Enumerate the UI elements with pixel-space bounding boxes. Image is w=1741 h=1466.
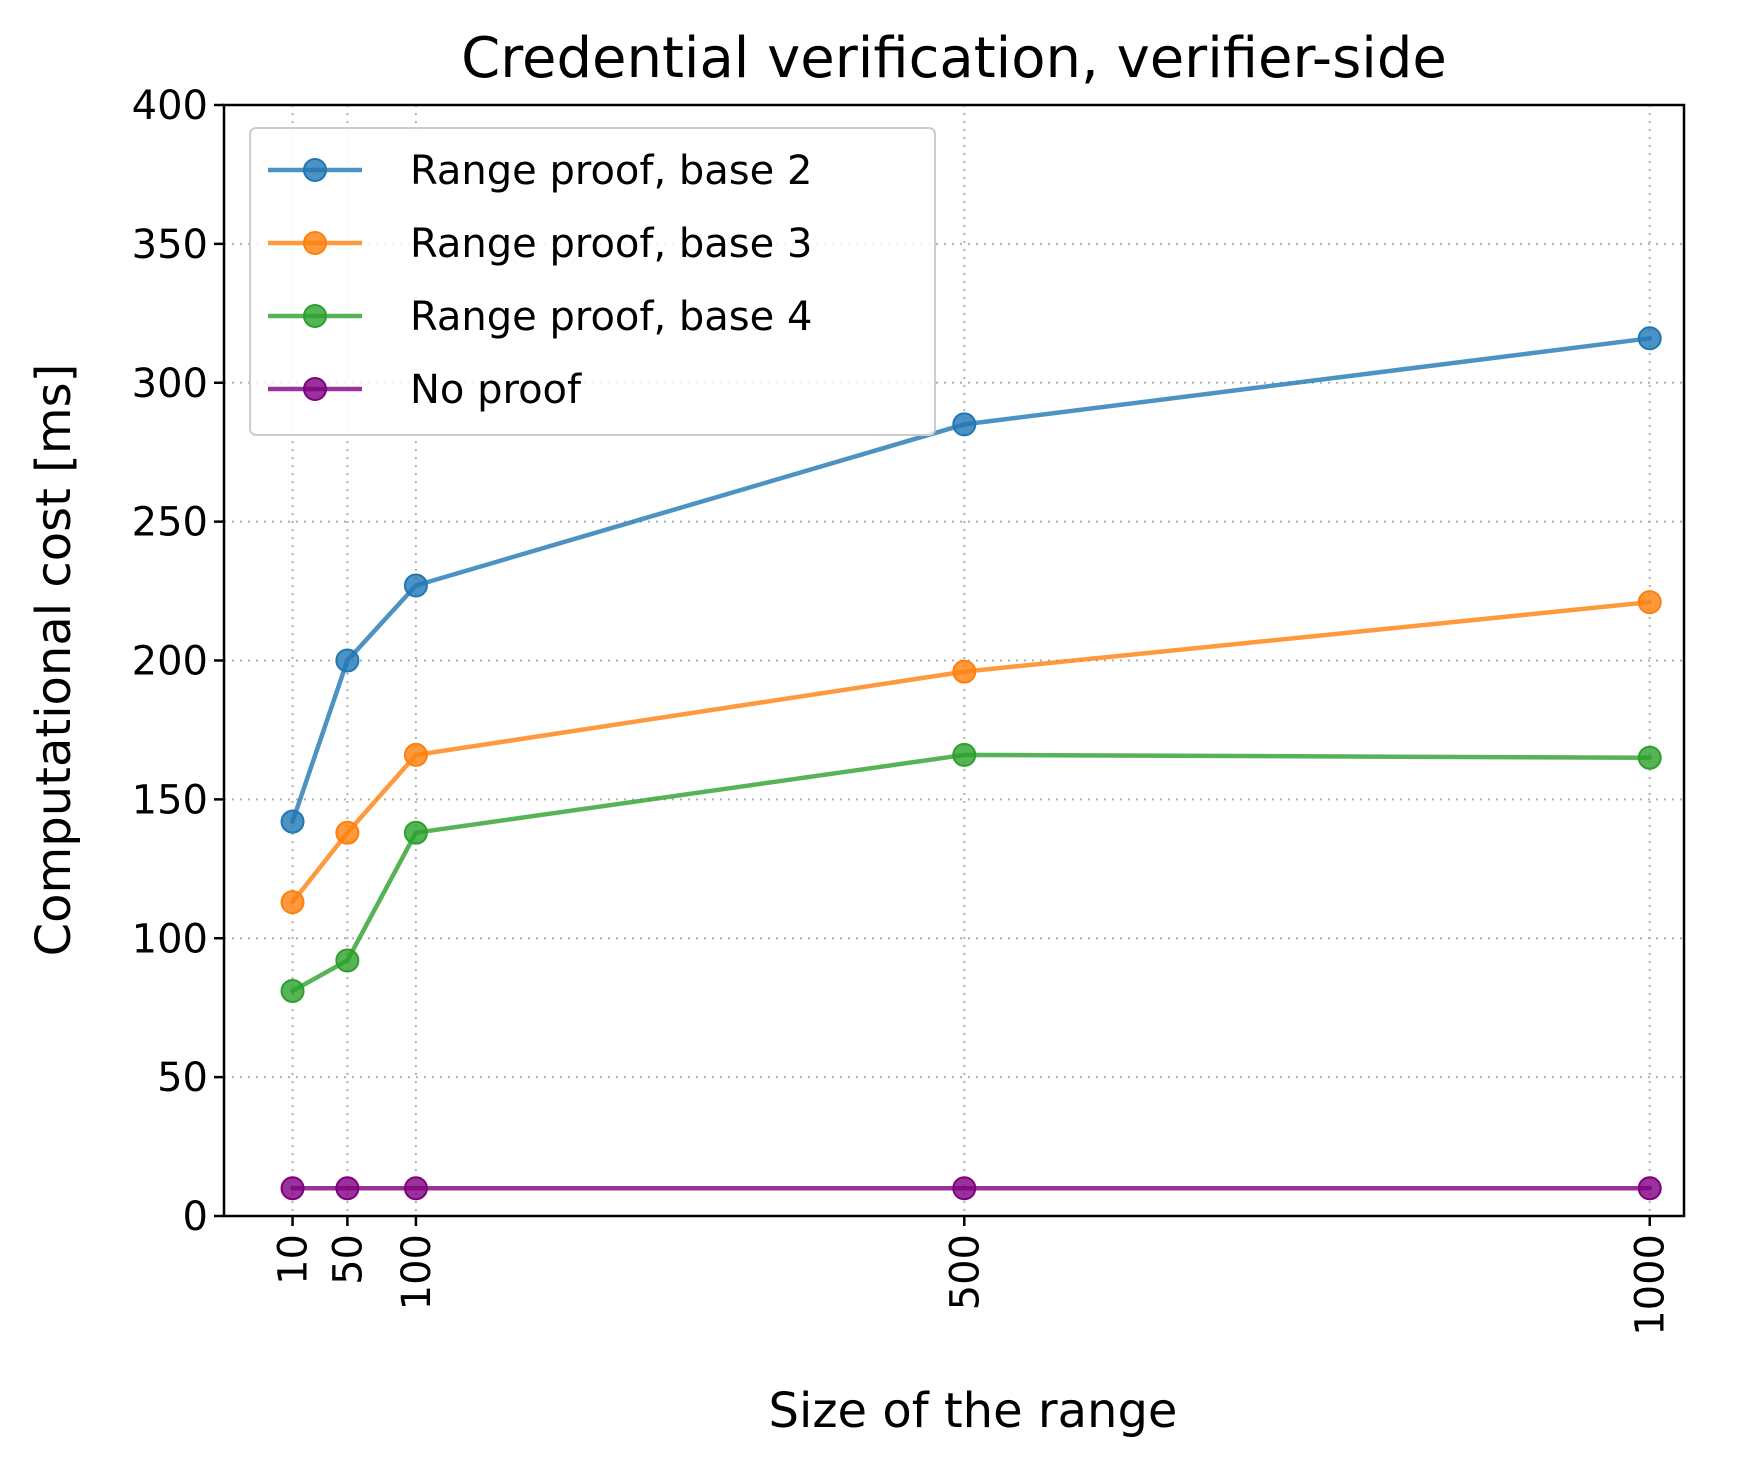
legend-item: Range proof, base 4 (268, 294, 812, 340)
legend-label: No proof (410, 367, 582, 413)
legend-label: Range proof, base 2 (410, 148, 812, 194)
x-tick-label: 10 (271, 1234, 317, 1285)
x-axis-label: Size of the range (769, 1383, 1178, 1439)
x-tick-label: 1000 (1628, 1234, 1674, 1336)
data-point (280, 890, 305, 915)
legend-marker (303, 377, 327, 401)
data-point (952, 659, 977, 684)
data-point (403, 820, 428, 845)
y-axis-label: Computational cost [ms] (26, 364, 82, 957)
y-tick-label: 200 (132, 639, 208, 685)
data-point (1637, 1176, 1662, 1201)
data-point (280, 979, 305, 1004)
chart-title: Credential verification, verifier-side (461, 26, 1447, 91)
legend-label: Range proof, base 4 (410, 294, 812, 340)
legend-marker (303, 231, 327, 255)
data-point (335, 948, 360, 973)
y-tick-label: 100 (132, 916, 208, 962)
data-point (1637, 590, 1662, 615)
y-tick-label: 0 (183, 1194, 208, 1240)
legend-item: No proof (268, 367, 582, 413)
data-point (280, 809, 305, 834)
legend: Range proof, base 2 Range proof, base 3 Ra… (249, 127, 936, 436)
series-3 (280, 742, 1662, 1004)
y-tick-label: 250 (132, 500, 208, 546)
legend-item: Range proof, base 3 (268, 221, 812, 267)
x-tick-label: 50 (325, 1234, 371, 1285)
series-4 (280, 1176, 1662, 1201)
y-tick-label: 150 (132, 777, 208, 823)
data-point (1637, 745, 1662, 770)
x-tick-label: 100 (394, 1234, 440, 1310)
legend-item: Range proof, base 2 (268, 148, 812, 194)
y-tick-label: 350 (132, 222, 208, 268)
data-point (403, 1176, 428, 1201)
y-tick-label: 400 (132, 83, 208, 129)
series-1 (280, 326, 1662, 834)
data-point (952, 1176, 977, 1201)
data-point (335, 648, 360, 673)
x-tick-label: 500 (942, 1234, 988, 1310)
series-2 (280, 590, 1662, 915)
data-point (335, 1176, 360, 1201)
legend-box (249, 127, 936, 436)
series-layer (280, 326, 1662, 1201)
legend-marker (303, 158, 327, 182)
data-point (1637, 326, 1662, 351)
data-point (335, 820, 360, 845)
data-point (280, 1176, 305, 1201)
data-point (952, 742, 977, 767)
y-tick-label: 50 (157, 1055, 208, 1101)
y-tick-label: 300 (132, 361, 208, 407)
data-point (952, 412, 977, 437)
data-point (403, 573, 428, 598)
legend-label: Range proof, base 3 (410, 221, 812, 267)
data-point (403, 742, 428, 767)
legend-marker (303, 304, 327, 328)
